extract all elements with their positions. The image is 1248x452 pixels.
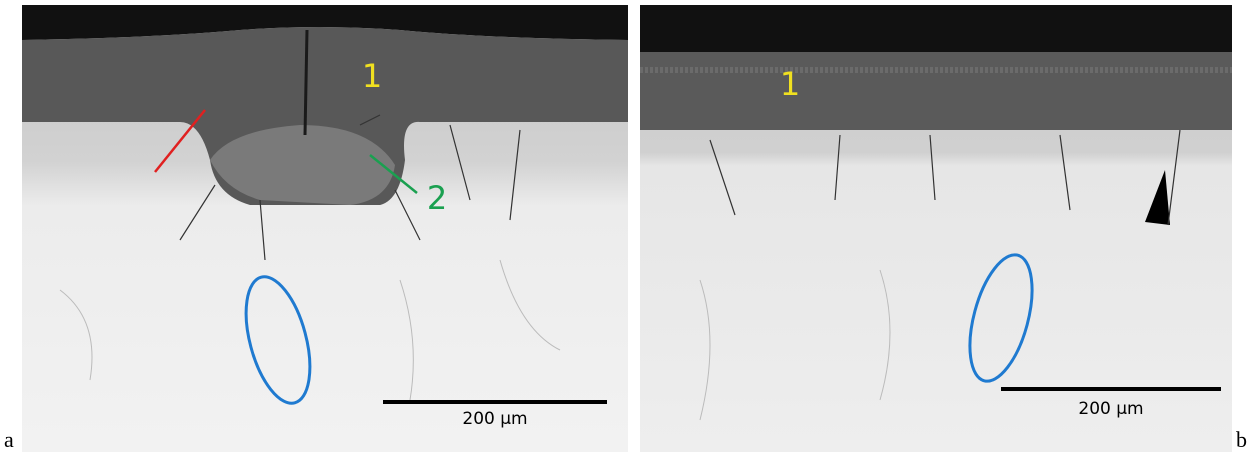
micrograph-a [22, 5, 628, 452]
panel-label: b [1236, 427, 1247, 452]
micrograph-b [640, 5, 1232, 452]
annotation: 1 [362, 57, 382, 95]
annotation: 2 [427, 179, 447, 217]
annotation: 1 [780, 65, 800, 103]
scale-bar-label: 200 µm [1078, 399, 1143, 419]
figure: 1 2 200 µm a 1 200 µm b [0, 0, 1248, 452]
panel-label: a [4, 427, 14, 452]
scale-bar-label: 200 µm [462, 409, 527, 429]
